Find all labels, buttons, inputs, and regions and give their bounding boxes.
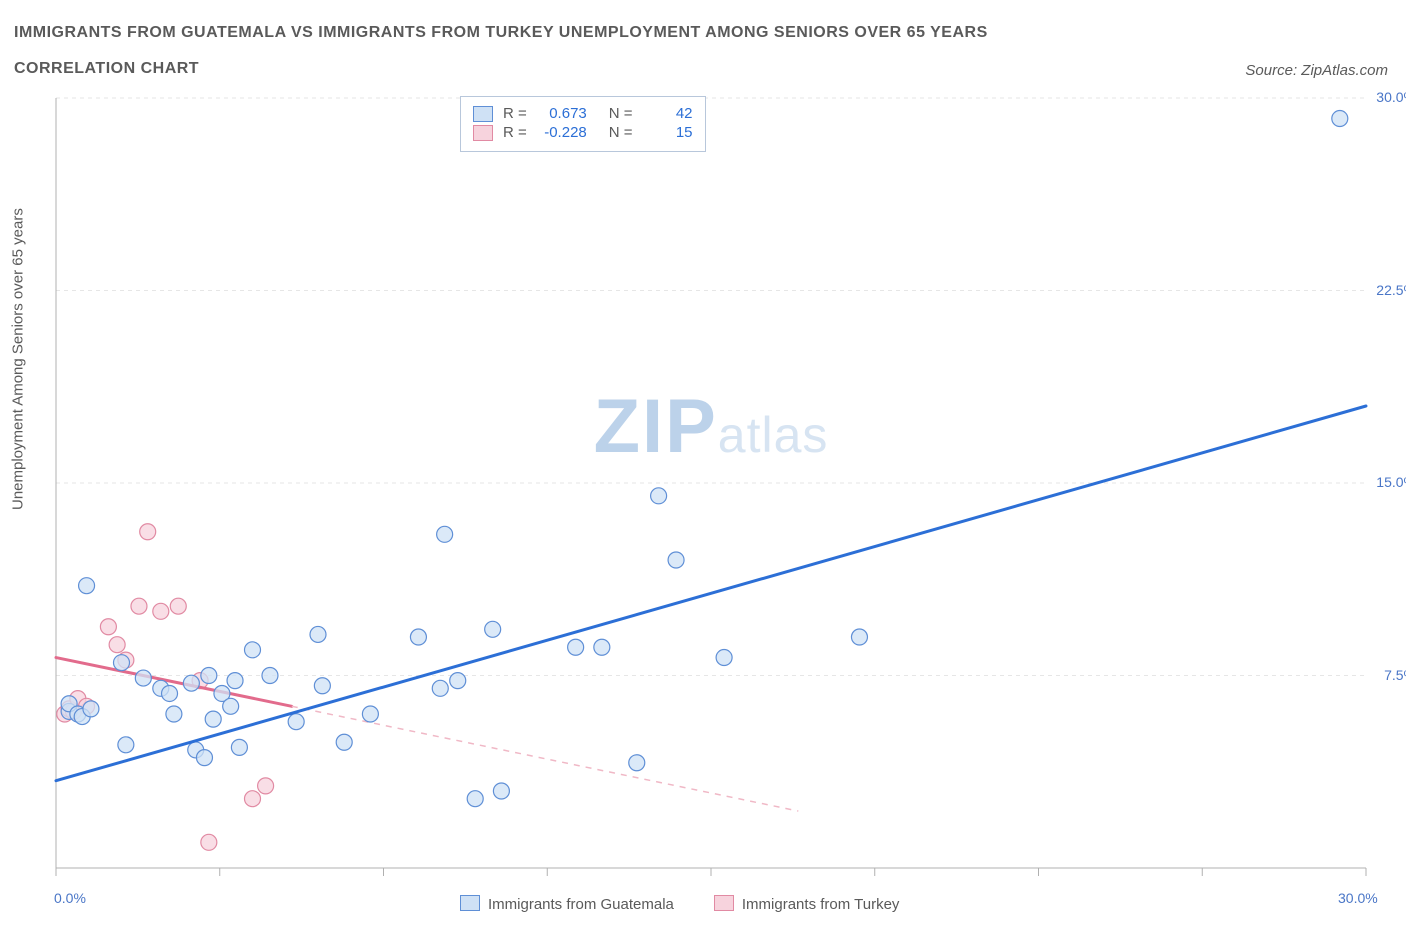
n-value: 15 (643, 124, 693, 141)
turkey-point (258, 778, 274, 794)
guatemala-point (310, 626, 326, 642)
chart-title-line2: CORRELATION CHART (14, 60, 988, 78)
axis-tick-label: 7.5% (1384, 667, 1406, 683)
guatemala-point (201, 668, 217, 684)
legend-swatch (460, 895, 480, 911)
source-name: ZipAtlas.com (1301, 62, 1388, 79)
guatemala-point (437, 526, 453, 542)
guatemala-point (118, 737, 134, 753)
guatemala-point (262, 668, 278, 684)
guatemala-point (1332, 111, 1348, 127)
guatemala-point (594, 639, 610, 655)
guatemala-point (568, 639, 584, 655)
r-label: R = (503, 124, 527, 141)
y-axis-label: Unemployment Among Seniors over 65 years (10, 208, 27, 510)
guatemala-point (336, 734, 352, 750)
guatemala-point (231, 739, 247, 755)
correlation-stat-row: R = 0.673 N = 42 (473, 105, 693, 122)
turkey-point (140, 524, 156, 540)
guatemala-point (651, 488, 667, 504)
guatemala-point (668, 552, 684, 568)
guatemala-point (314, 678, 330, 694)
legend-label: Immigrants from Turkey (742, 896, 900, 913)
guatemala-point (629, 755, 645, 771)
turkey-point (109, 637, 125, 653)
correlation-stats-box: R = 0.673 N = 42 R = -0.228 N = 15 (460, 96, 706, 152)
guatemala-point (227, 673, 243, 689)
guatemala-point (245, 642, 261, 658)
correlation-stat-row: R = -0.228 N = 15 (473, 124, 693, 141)
turkey-point (153, 603, 169, 619)
axis-tick-label: 0.0% (54, 890, 86, 906)
guatemala-point (288, 714, 304, 730)
n-value: 42 (643, 105, 693, 122)
axis-tick-label: 15.0% (1376, 474, 1406, 490)
guatemala-point (485, 621, 501, 637)
guatemala-point (716, 650, 732, 666)
guatemala-point (467, 791, 483, 807)
n-label: N = (609, 124, 633, 141)
legend-item: Immigrants from Guatemala (460, 895, 674, 913)
r-value: 0.673 (537, 105, 587, 122)
turkey-point (201, 834, 217, 850)
legend-swatch (473, 125, 493, 141)
axis-tick-label: 30.0% (1376, 89, 1406, 105)
guatemala-point (196, 750, 212, 766)
axis-tick-label: 30.0% (1338, 890, 1378, 906)
turkey-point (170, 598, 186, 614)
turkey-point (245, 791, 261, 807)
turkey-point (100, 619, 116, 635)
series-legend: Immigrants from Guatemala Immigrants from… (460, 895, 899, 913)
chart-title: IMMIGRANTS FROM GUATEMALA VS IMMIGRANTS … (14, 24, 988, 78)
legend-swatch (714, 895, 734, 911)
chart-title-line1: IMMIGRANTS FROM GUATEMALA VS IMMIGRANTS … (14, 24, 988, 42)
watermark: ZIPatlas (594, 384, 829, 469)
guatemala-point (166, 706, 182, 722)
guatemala-point (162, 685, 178, 701)
guatemala-point (493, 783, 509, 799)
guatemala-point (135, 670, 151, 686)
guatemala-point (79, 578, 95, 594)
scatter-chart: ZIPatlas (0, 90, 1406, 930)
turkey-point (131, 598, 147, 614)
guatemala-point (851, 629, 867, 645)
guatemala-point (83, 701, 99, 717)
chart-area: Unemployment Among Seniors over 65 years… (0, 90, 1406, 930)
guatemala-point (205, 711, 221, 727)
source-attribution: Source: ZipAtlas.com (1245, 62, 1388, 79)
guatemala-point (223, 698, 239, 714)
guatemala-point (114, 655, 130, 671)
legend-label: Immigrants from Guatemala (488, 896, 674, 913)
guatemala-point (362, 706, 378, 722)
guatemala-point (432, 680, 448, 696)
source-prefix: Source: (1245, 62, 1301, 79)
n-label: N = (609, 105, 633, 122)
guatemala-point (450, 673, 466, 689)
axis-tick-label: 22.5% (1376, 282, 1406, 298)
legend-swatch (473, 106, 493, 122)
r-label: R = (503, 105, 527, 122)
guatemala-point (410, 629, 426, 645)
r-value: -0.228 (537, 124, 587, 141)
legend-item: Immigrants from Turkey (714, 895, 900, 913)
guatemala-point (183, 675, 199, 691)
